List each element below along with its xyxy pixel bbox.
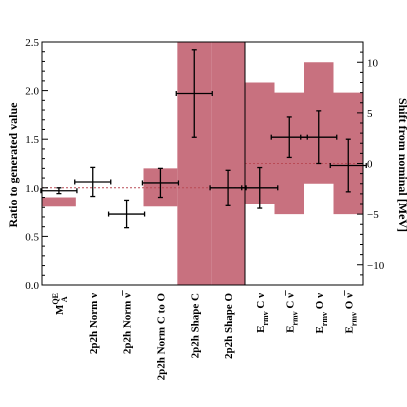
left-category-label-2: 2p2h Norm ν̅ — [122, 290, 134, 354]
data-points — [40, 49, 367, 229]
y-axis-label-left: Ratio to generated value — [6, 102, 20, 228]
left-data-point-4 — [175, 49, 213, 138]
y-axis-label-right: Shift from nominal [MeV] — [396, 98, 407, 232]
left-y-tick-label-3: 1.5 — [25, 134, 39, 146]
left-y-tick-label-4: 2.0 — [25, 86, 39, 98]
right-y-tick-label-0: −10 — [367, 260, 385, 272]
left-data-point-3 — [141, 167, 180, 199]
left-band-0 — [42, 197, 76, 207]
left-category-label-3: 2p2h Norm C to O — [155, 293, 167, 381]
left-data-point-0 — [40, 187, 78, 195]
left-category-label-5: 2p2h Shape O — [223, 293, 235, 359]
left-data-point-2 — [107, 199, 146, 229]
right-data-point-2 — [300, 110, 338, 165]
right-category-label-2: Ermv O ν — [314, 293, 329, 334]
category-labels: MQEA 2p2h Norm ν 2p2h Norm ν̅ 2p2h Norm C t… — [51, 290, 358, 380]
left-category-label-1: 2p2h Norm ν — [88, 293, 100, 354]
right-data-point-0 — [241, 166, 279, 209]
right-y-tick-label-2: 0 — [367, 159, 373, 171]
left-y-tick-label-2: 1.0 — [25, 183, 39, 195]
right-data-point-3 — [329, 138, 367, 193]
left-data-point-5 — [209, 169, 247, 206]
right-y-tick-label-3: 5 — [367, 108, 373, 120]
right-y-tick-label-4: 10 — [367, 57, 379, 69]
right-category-label-0: Ermv C ν — [255, 293, 270, 333]
left-category-label-4: 2p2h Shape C — [189, 293, 201, 358]
right-y-tick-label-1: −5 — [367, 209, 379, 221]
left-category-label-0: MQEA — [51, 293, 69, 315]
axis-ticks: 0.0 0.5 1.0 1.5 2.0 2.5 −10 −5 0 5 10 — [25, 37, 384, 292]
left-data-point-1 — [74, 166, 112, 198]
left-y-tick-label-5: 2.5 — [25, 37, 39, 49]
right-category-label-3: Ermv O ν̅ — [343, 290, 358, 334]
left-y-tick-label-0: 0.0 — [25, 280, 39, 292]
left-band-5 — [211, 42, 245, 285]
left-y-tick-label-1: 0.5 — [25, 231, 39, 243]
right-category-label-1: Ermv C ν̅ — [284, 290, 299, 333]
